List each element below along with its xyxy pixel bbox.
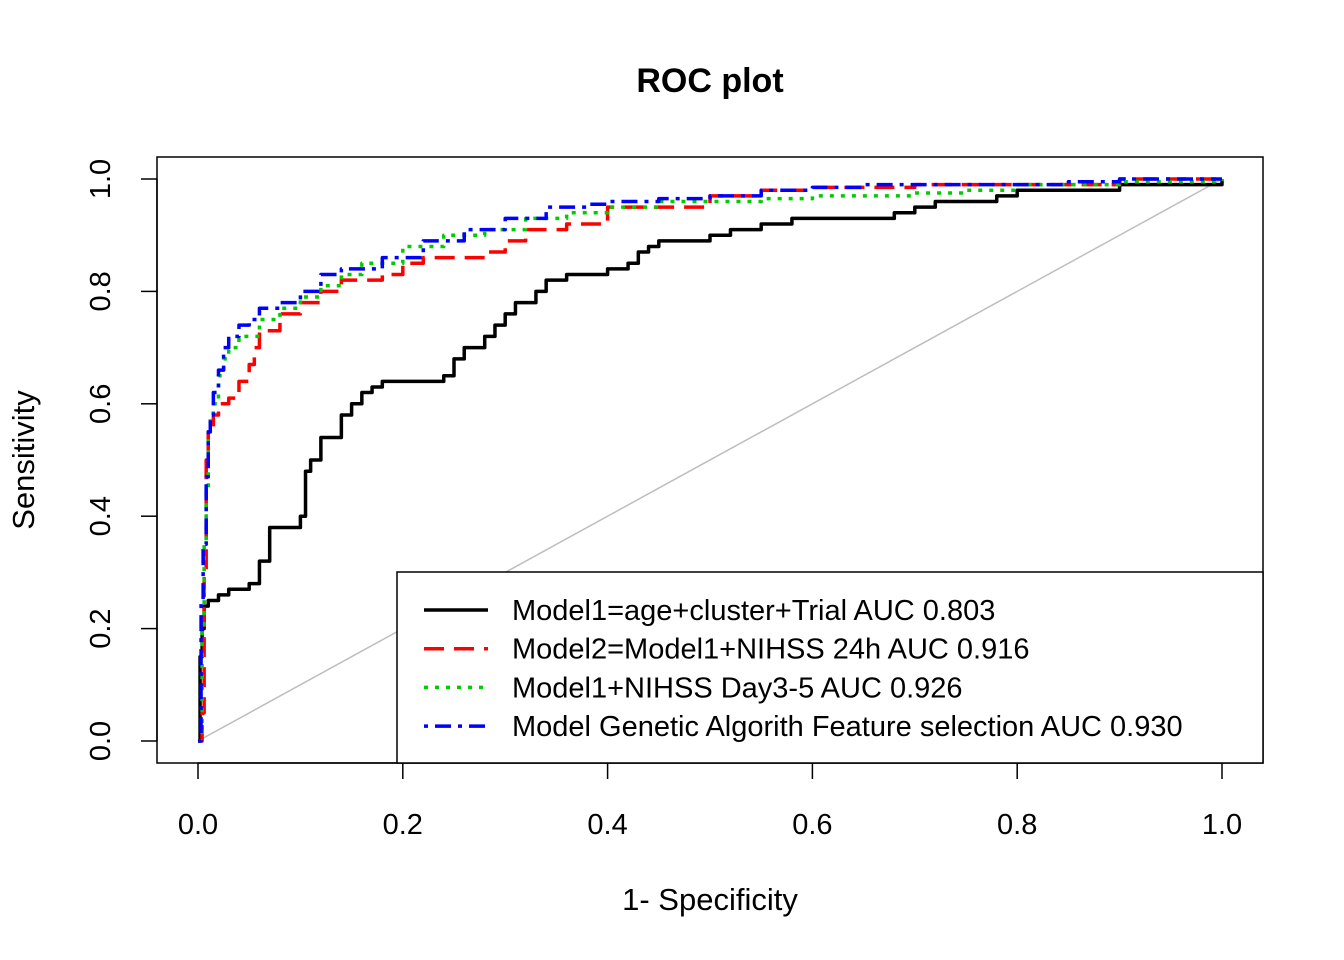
x-axis-label: 1- Specificity (622, 882, 798, 917)
y-tick-label: 0.8 (85, 271, 117, 311)
x-tick-label: 0.6 (792, 809, 832, 841)
legend-label-2: Model2=Model1+NIHSS 24h AUC 0.916 (512, 634, 1029, 666)
roc-curve-4 (198, 177, 1222, 743)
legend-box (396, 571, 1264, 764)
y-axis-label: Sensitivity (6, 390, 41, 530)
legend-label-4: Model Genetic Algorith Feature selection… (512, 711, 1183, 743)
x-tick-label: 0.2 (383, 809, 423, 841)
legend-label-1: Model1=age+cluster+Trial AUC 0.803 (512, 595, 995, 627)
x-tick-label: 0.0 (178, 809, 218, 841)
y-tick-label: 0.2 (85, 608, 117, 648)
x-axis: 0.0 0.2 0.4 0.6 0.8 1.0 (178, 762, 1242, 841)
legend: Model1=age+cluster+Trial AUC 0.803 Model2… (396, 571, 1264, 764)
x-tick-label: 1.0 (1202, 809, 1242, 841)
roc-curve-3 (198, 179, 1224, 743)
legend-label-3: Model1+NIHSS Day3-5 AUC 0.926 (512, 672, 963, 704)
roc-curve-1 (198, 179, 1224, 743)
x-tick-label: 0.4 (587, 809, 627, 841)
y-tick-label: 0.4 (85, 496, 117, 536)
x-tick-label: 0.8 (997, 809, 1037, 841)
y-tick-label: 0.6 (85, 384, 117, 424)
y-tick-label: 1.0 (85, 159, 117, 199)
series-lines (197, 177, 1224, 743)
y-axis: 0.0 0.2 0.4 0.6 0.8 1.0 (85, 159, 158, 761)
chart-title: ROC plot (636, 62, 783, 100)
diagonal-reference-line (197, 178, 1223, 742)
y-tick-label: 0.0 (85, 721, 117, 761)
